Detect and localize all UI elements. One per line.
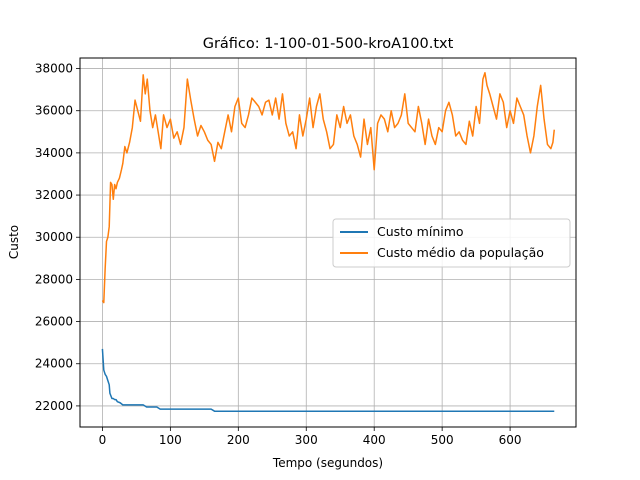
- x-tick-label: 100: [159, 433, 182, 447]
- y-axis: 22000 24000 26000 28000 30000 32000 34000 36000…: [35, 62, 80, 413]
- y-tick-label: 34000: [35, 146, 73, 160]
- legend: Custo mínimo Custo médio da população: [332, 218, 571, 268]
- chart-title: Gráfico: 1-100-01-500-kroA100.txt: [203, 36, 454, 52]
- y-tick-label: 30000: [35, 230, 73, 244]
- legend-label-custo-medio: Custo médio da população: [377, 245, 544, 260]
- y-tick-label: 32000: [35, 188, 73, 202]
- grid-lines: [80, 58, 576, 427]
- legend-box: [332, 218, 571, 268]
- x-tick-label: 200: [227, 433, 250, 447]
- legend-label-custo-minimo: Custo mínimo: [377, 224, 464, 239]
- y-tick-label: 28000: [35, 272, 73, 286]
- series-line-custo-medio: [101, 72, 556, 304]
- x-tick-label: 600: [499, 433, 522, 447]
- x-tick-label: 0: [99, 433, 107, 447]
- x-tick-label: 300: [295, 433, 318, 447]
- series-line-custo-minimo: [101, 348, 555, 412]
- y-axis-label: Custo: [7, 225, 21, 259]
- x-tick-label: 400: [363, 433, 386, 447]
- x-axis-label: Tempo (segundos): [272, 456, 383, 470]
- plot-frame: [79, 57, 577, 428]
- y-tick-label: 38000: [35, 62, 73, 76]
- y-tick-label: 22000: [35, 399, 73, 413]
- y-tick-label: 24000: [35, 357, 73, 371]
- x-axis: 0 100 200 300 400 500 600: [99, 427, 522, 447]
- series-layer: [101, 72, 556, 412]
- y-tick-label: 36000: [35, 104, 73, 118]
- x-tick-label: 500: [431, 433, 454, 447]
- y-tick-label: 26000: [35, 315, 73, 329]
